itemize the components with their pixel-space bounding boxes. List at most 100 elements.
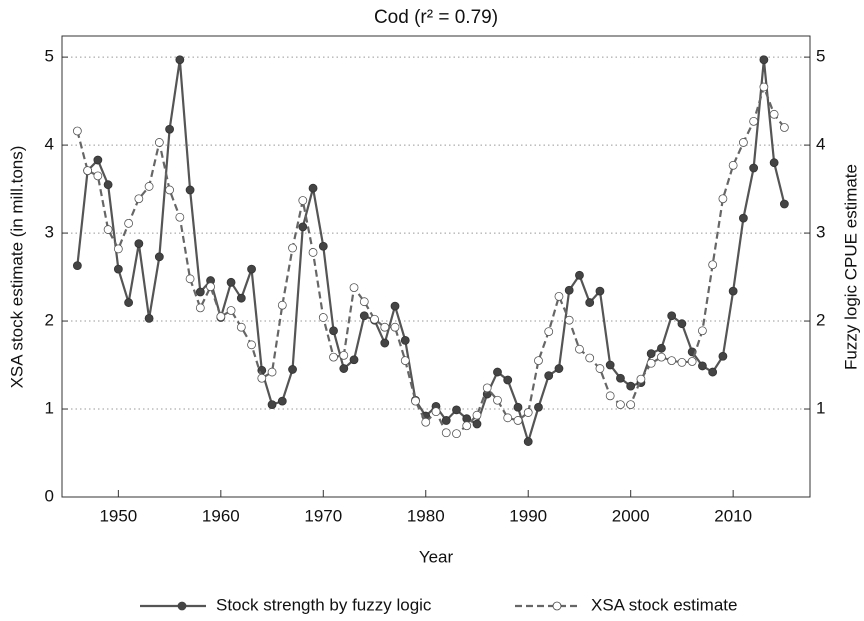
point <box>103 225 113 234</box>
y-tick-label: 5 <box>45 47 54 66</box>
point <box>677 319 687 329</box>
point <box>72 261 82 271</box>
point <box>749 116 759 126</box>
point <box>616 373 625 383</box>
y2-tick-label: 4 <box>816 135 825 154</box>
point <box>493 395 502 405</box>
point <box>472 410 482 420</box>
y2-tick-label: 2 <box>816 311 825 330</box>
point <box>144 182 154 191</box>
point <box>154 252 164 262</box>
point <box>175 55 185 65</box>
point <box>226 277 236 287</box>
point <box>165 124 174 134</box>
point <box>523 437 533 446</box>
point <box>400 356 410 366</box>
point <box>144 314 154 323</box>
legend-label: Stock strength by fuzzy logic <box>216 595 432 614</box>
x-tick-label: 1970 <box>304 506 342 525</box>
point <box>339 350 349 360</box>
point <box>257 365 267 375</box>
x-tick-label: 1960 <box>202 506 240 525</box>
point <box>513 402 523 412</box>
point <box>585 298 595 307</box>
point <box>544 371 554 380</box>
point <box>288 243 297 253</box>
point <box>779 199 789 209</box>
point <box>554 364 564 373</box>
point <box>708 367 718 377</box>
point <box>513 416 523 425</box>
point <box>462 421 472 431</box>
point <box>93 155 103 165</box>
point <box>534 402 543 412</box>
point <box>759 55 769 65</box>
point <box>605 360 615 370</box>
point <box>72 126 82 136</box>
chart-title: Cod (r² = 0.79) <box>374 7 498 28</box>
point <box>503 413 513 423</box>
point <box>175 212 185 222</box>
point <box>359 297 369 307</box>
point <box>93 171 103 181</box>
point <box>216 312 226 322</box>
y2-axis-label: Fuzzy logic CPUE estimate <box>841 164 860 370</box>
point <box>308 248 318 257</box>
point <box>605 391 615 401</box>
point <box>339 364 349 373</box>
point <box>134 194 144 204</box>
point <box>523 408 533 417</box>
point <box>298 196 308 205</box>
y-axis-label: XSA stock estimate (in mill.tons) <box>7 146 26 389</box>
point <box>329 352 338 362</box>
legend-marker <box>177 601 187 611</box>
point <box>452 429 461 439</box>
point <box>421 417 431 427</box>
point <box>441 428 451 438</box>
point <box>657 352 666 362</box>
series-line <box>76 83 786 435</box>
point <box>267 400 277 410</box>
point <box>277 300 287 310</box>
point <box>124 218 134 228</box>
point <box>575 344 584 354</box>
point <box>195 303 205 313</box>
point <box>698 361 707 371</box>
point <box>124 298 134 307</box>
point <box>687 357 697 366</box>
point <box>544 327 554 337</box>
point <box>585 353 595 363</box>
point <box>390 301 400 311</box>
point <box>380 338 390 348</box>
point <box>288 365 297 374</box>
point <box>236 322 246 332</box>
point <box>595 364 605 373</box>
point <box>472 419 482 429</box>
point <box>308 183 318 193</box>
point <box>441 416 451 425</box>
point <box>226 306 236 315</box>
point <box>738 213 748 223</box>
point <box>349 283 359 293</box>
point <box>318 313 328 322</box>
point <box>390 322 400 332</box>
point <box>595 286 605 296</box>
point <box>769 109 779 119</box>
point <box>318 241 328 251</box>
point <box>667 356 677 366</box>
x-axis-label: Year <box>419 547 454 566</box>
point <box>400 336 410 345</box>
point <box>677 357 687 367</box>
point <box>113 244 123 254</box>
y2-tick-label: 5 <box>816 47 825 66</box>
point <box>154 138 164 147</box>
point <box>718 351 728 361</box>
point <box>749 163 759 173</box>
point <box>728 286 738 296</box>
point <box>349 355 359 365</box>
point <box>779 123 789 132</box>
x-tick-label: 2000 <box>612 506 650 525</box>
y2-tick-label: 1 <box>816 399 825 418</box>
legend-marker <box>552 601 562 611</box>
